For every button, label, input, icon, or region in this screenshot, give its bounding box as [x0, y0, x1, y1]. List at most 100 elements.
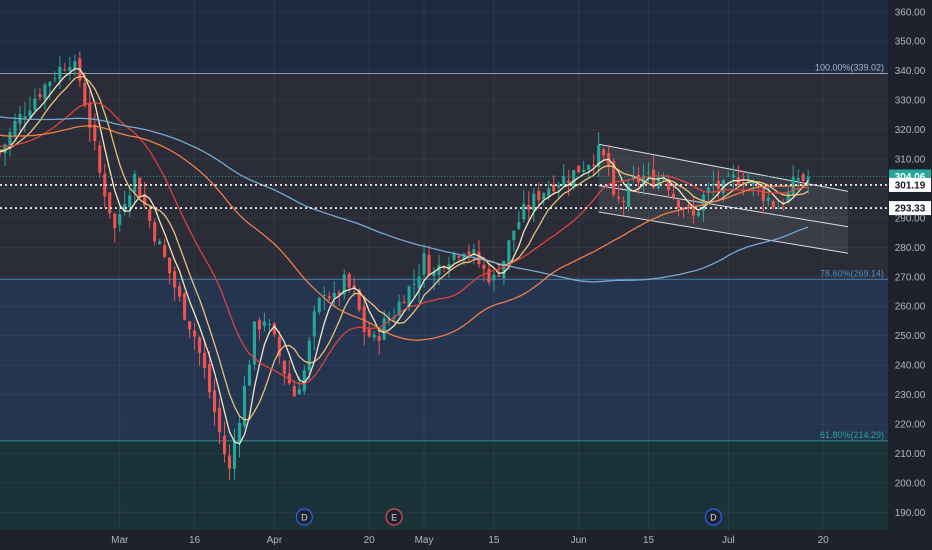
candle-body [716, 180, 720, 189]
candle-body [472, 249, 476, 254]
candle-body [771, 201, 775, 207]
candle-body [153, 222, 157, 242]
time-axis-background [0, 530, 932, 550]
candle-body [776, 207, 780, 209]
candle-body [98, 145, 102, 173]
candle-body [347, 273, 351, 288]
candle-body [572, 170, 576, 188]
candle-body [277, 336, 281, 357]
price-tick-label: 230.00 [895, 390, 926, 401]
candle-body [158, 241, 162, 245]
candle-body [168, 257, 172, 274]
event-marker[interactable]: E [385, 508, 403, 526]
candle-body [207, 364, 212, 393]
event-marker-label: D [710, 513, 717, 523]
candle-body [232, 441, 237, 469]
candle-body [3, 144, 7, 154]
event-marker-label: D [301, 513, 308, 523]
fib-level-label: 61.80%(214.29) [820, 430, 884, 440]
moving-average-line [0, 125, 809, 341]
candle-body [8, 131, 12, 146]
price-tick-label: 330.00 [895, 96, 926, 107]
candle-body [691, 209, 695, 216]
candle-body [731, 174, 735, 178]
candle-body [113, 213, 117, 229]
candle-body [48, 82, 52, 86]
candle-body [592, 164, 596, 166]
candle-body [741, 182, 745, 184]
candle-body [327, 296, 331, 299]
price-tick-label: 320.00 [895, 125, 926, 136]
candle-body [397, 301, 401, 316]
candle-body [457, 255, 461, 258]
zone-below-61 [0, 440, 888, 530]
candle-body [13, 120, 17, 136]
moving-averages [0, 68, 809, 445]
candle-body [417, 276, 421, 289]
candle-body [492, 274, 496, 281]
candle-body [402, 301, 406, 304]
candle-body [28, 110, 32, 117]
candle-body [307, 340, 311, 371]
candle-body [432, 271, 436, 277]
candle-body [367, 328, 371, 337]
candle-body [726, 175, 730, 177]
candle-body [148, 209, 152, 221]
time-tick-label: Mar [111, 535, 129, 546]
event-marker[interactable]: D [295, 508, 313, 526]
time-tick-label: 16 [189, 535, 201, 546]
candle-body [497, 275, 501, 277]
price-tick-label: 310.00 [895, 155, 926, 166]
candle-body [342, 274, 346, 295]
price-tick-label: 280.00 [895, 243, 926, 254]
candle-body [88, 103, 92, 128]
candle-body [786, 191, 790, 202]
time-tick-label: 15 [643, 535, 655, 546]
candle-body [801, 174, 805, 181]
event-marker[interactable]: D [704, 508, 722, 526]
candle-body [387, 318, 391, 322]
candle-body [527, 204, 531, 210]
candle-body [517, 222, 521, 229]
fib-level-label: 78.60%(269.14) [820, 268, 884, 278]
candle-body [686, 205, 690, 207]
candle-body [73, 61, 77, 69]
candle-body [43, 84, 47, 99]
time-tick-label: 20 [364, 535, 376, 546]
candle-body [242, 385, 246, 427]
price-tick-label: 200.00 [895, 478, 926, 489]
candle-body [372, 334, 376, 338]
candle-body [382, 318, 386, 340]
time-tick-label: Jul [722, 535, 735, 546]
candle-body [512, 230, 516, 240]
time-tick-label: Apr [267, 535, 283, 546]
time-tick-label: 20 [818, 535, 830, 546]
price-tick-label: 350.00 [895, 37, 926, 48]
candle-body [302, 370, 306, 392]
candle-body [297, 389, 301, 395]
candle-body [312, 311, 316, 337]
candle-body [796, 178, 800, 181]
candle-body [781, 203, 785, 206]
time-tick-label: 15 [488, 535, 500, 546]
candle-body [63, 69, 67, 71]
candle-body [462, 254, 466, 260]
event-marker-circle [295, 508, 313, 526]
candle-body [671, 193, 676, 198]
last-price-label: 304.06 [895, 172, 926, 183]
candle-body [567, 180, 571, 184]
event-marker-circle [385, 508, 403, 526]
event-marker-circle [704, 508, 722, 526]
candle-body [557, 185, 561, 188]
price-axis: 190.00 200.00 210.00 220.00 230.00 240.00 250.… [895, 7, 926, 519]
moving-average-line [0, 68, 809, 445]
candle-body [93, 124, 97, 142]
price-line-label: 293.33 [895, 204, 926, 215]
candle-body [23, 116, 27, 118]
candle-body [582, 169, 586, 172]
candle-body [38, 94, 42, 98]
candle-body [612, 161, 616, 195]
